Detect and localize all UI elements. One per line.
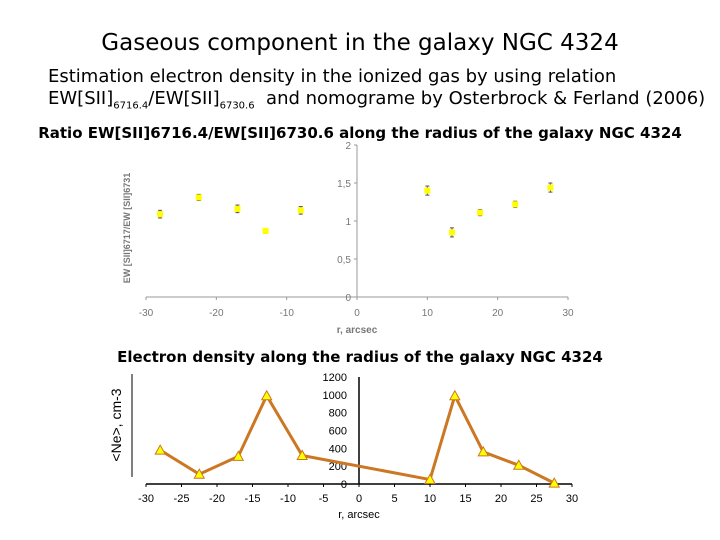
chart1-y-tick-label: 1,5 xyxy=(337,179,351,190)
chart1-point xyxy=(547,184,554,191)
chart2-x-tick-label: -30 xyxy=(138,493,154,505)
chart2-x-tick-label: 5 xyxy=(391,493,397,505)
chart1-point xyxy=(262,227,269,234)
intro-tail: and nomograme by Osterbrock & Ferland (2… xyxy=(254,88,706,109)
intro-ew1: EW[SII] xyxy=(48,88,114,109)
chart1-point xyxy=(195,194,202,201)
chart1-point xyxy=(297,207,304,214)
chart1-point xyxy=(157,211,164,218)
chart2-point xyxy=(154,444,167,455)
chart2-y-tick-label: 600 xyxy=(329,426,347,438)
chart2-x-tick-label: 15 xyxy=(459,493,471,505)
chart2-point xyxy=(193,468,206,479)
chart1-point xyxy=(477,209,484,216)
chart2-x-tick-label: 20 xyxy=(495,493,507,505)
chart2-x-tick-label: -10 xyxy=(280,493,296,505)
intro-line-2: EW[SII]6716.4/EW[SII]6730.6 and nomogram… xyxy=(48,88,705,118)
chart2-point xyxy=(449,389,461,401)
chart2-x-tick-label: 0 xyxy=(356,493,362,505)
chart2-point xyxy=(548,477,561,488)
chart2-point xyxy=(424,473,436,485)
chart1-x-tick-label: 20 xyxy=(492,308,504,319)
chart2-x-tick-label: -15 xyxy=(245,493,261,505)
chart2-x-tick-label: -20 xyxy=(209,493,225,505)
chart1-point xyxy=(512,201,519,208)
chart1-y-tick-label: 0 xyxy=(345,293,351,304)
chart1-y-tick-label: 1 xyxy=(345,217,351,228)
chart1-point xyxy=(424,187,431,194)
chart2-series-line xyxy=(159,391,555,485)
chart2-point xyxy=(260,389,273,401)
chart1-x-tick-label: -30 xyxy=(139,308,154,319)
chart2-y-tick-label: 1200 xyxy=(323,372,347,384)
chart2-y-axis-label: <Ne>, cm-3 xyxy=(108,388,124,461)
slide-title: Gaseous component in the galaxy NGC 4324 xyxy=(101,30,619,56)
chart2-x-tick-label: -5 xyxy=(319,493,329,505)
chart2-x-axis-label: r, arcsec xyxy=(338,509,380,521)
chart1-x-tick-label: -20 xyxy=(209,308,224,319)
chart1-point xyxy=(234,205,241,212)
chart1-x-tick-label: -10 xyxy=(279,308,294,319)
intro-sub1: 6716.4 xyxy=(113,100,149,112)
chart2-y-tick-label: 800 xyxy=(329,408,347,420)
chart2-title: Electron density along the radius of the… xyxy=(117,348,603,366)
chart1-y-tick-label: 0,5 xyxy=(337,255,351,266)
chart1-x-tick-label: 10 xyxy=(422,308,434,319)
chart1-x-axis-label: r, arcsec xyxy=(337,325,378,336)
chart2-y-tick-label: 1000 xyxy=(323,390,347,402)
chart2-point xyxy=(512,459,525,470)
intro-ew2: /EW[SII] xyxy=(148,88,220,109)
intro-line-1: Estimation electron density in the ioniz… xyxy=(48,66,617,87)
chart2-x-tick-label: 10 xyxy=(424,493,436,505)
chart2-point xyxy=(296,449,309,460)
chart2-point xyxy=(477,445,490,457)
chart1-title: Ratio EW[SII]6716.4/EW[SII]6730.6 along … xyxy=(38,124,682,142)
chart1-x-tick-label: 0 xyxy=(354,308,360,319)
chart1-point xyxy=(448,229,455,236)
chart2-x-tick-label: 25 xyxy=(530,493,542,505)
intro-sub2: 6730.6 xyxy=(219,100,255,112)
intro-text: Estimation electron density in the ioniz… xyxy=(48,66,705,118)
chart2-y-tick-label: 0 xyxy=(341,479,347,491)
chart1-x-tick-label: 30 xyxy=(562,308,574,319)
chart1-y-tick-label: 2 xyxy=(345,141,351,152)
chart2-x-tick-label: 30 xyxy=(566,493,578,505)
chart2-y-tick-label: 200 xyxy=(329,461,347,473)
chart2-point xyxy=(232,450,245,461)
chart2-y-tick-label: 400 xyxy=(329,443,347,455)
chart2-x-tick-label: -25 xyxy=(174,493,190,505)
chart1-y-axis-label: EW [SII]6717/EW [SII]6731 xyxy=(122,173,132,284)
